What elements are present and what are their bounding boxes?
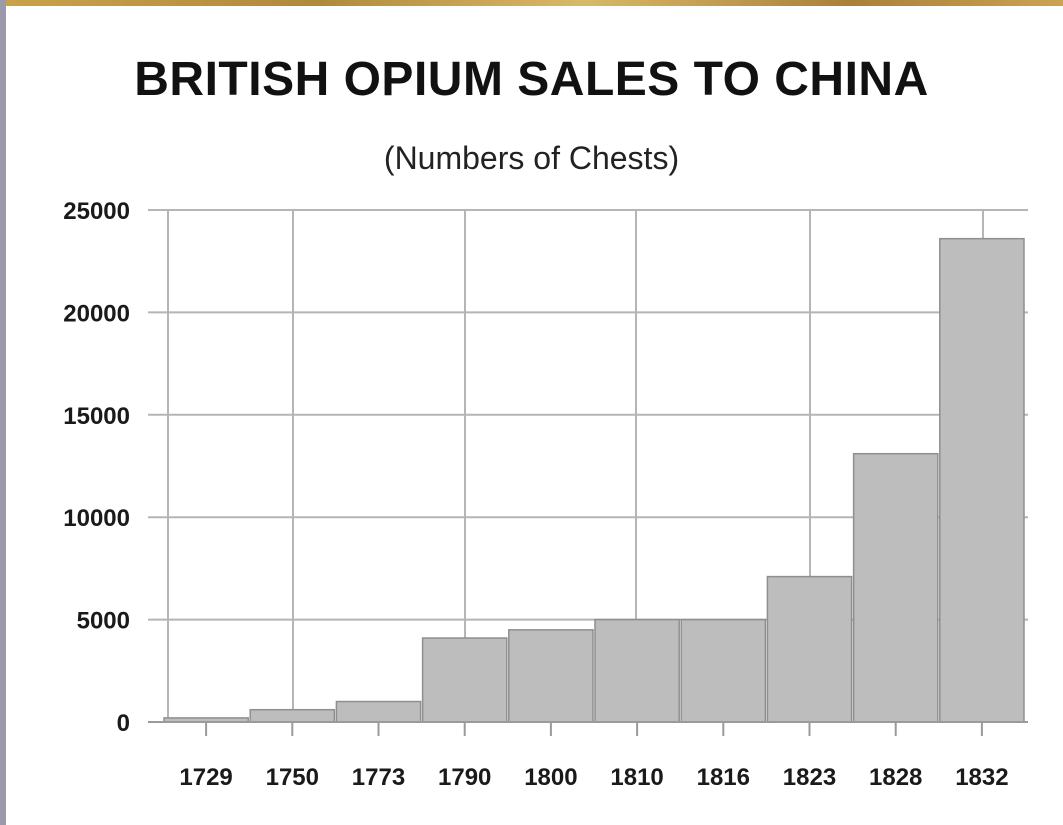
- bar-1828: [852, 452, 939, 723]
- left-border-strip: [0, 0, 6, 825]
- axes: [148, 721, 1028, 736]
- bar-1810: [594, 618, 680, 723]
- x-tick-labels: 1729 1750 1773 1790 1800 1810 1816 1823 1828 1832: [179, 764, 1008, 791]
- x-tick-label: 1750: [266, 764, 319, 791]
- x-tick-label: 1828: [869, 764, 922, 791]
- y-tick-label: 25000: [63, 198, 130, 225]
- x-tick-label: 1816: [697, 764, 750, 791]
- bar-1800: [508, 629, 594, 723]
- bar-1773: [335, 700, 422, 723]
- y-tick-label: 0: [117, 710, 130, 737]
- y-tick-label: 10000: [63, 505, 130, 532]
- x-tick-label: 1790: [438, 764, 491, 791]
- bar-1832: [939, 237, 1025, 723]
- y-tick-label: 5000: [77, 608, 130, 635]
- top-decorative-strip: [0, 0, 1063, 6]
- x-tick-label: 1773: [352, 764, 405, 791]
- chart-subtitle: (Numbers of Chests): [383, 140, 680, 176]
- x-tick-label: 1832: [955, 764, 1008, 791]
- x-tick-label: 1800: [524, 764, 577, 791]
- bar-1750: [249, 708, 336, 723]
- chart-title: BRITISH OPIUM SALES TO CHINA: [134, 53, 929, 106]
- x-tick-label: 1823: [783, 764, 836, 791]
- y-tick-labels: 0 5000 10000 15000 20000 25000: [63, 198, 130, 737]
- x-tick-label: 1810: [610, 764, 663, 791]
- bar-1823: [766, 575, 853, 723]
- bar-1816: [680, 618, 767, 723]
- bars: [163, 237, 1025, 723]
- bar-1790: [421, 637, 508, 723]
- y-tick-label: 15000: [63, 403, 130, 430]
- x-tick-label: 1729: [179, 764, 232, 791]
- y-tick-label: 20000: [63, 300, 130, 327]
